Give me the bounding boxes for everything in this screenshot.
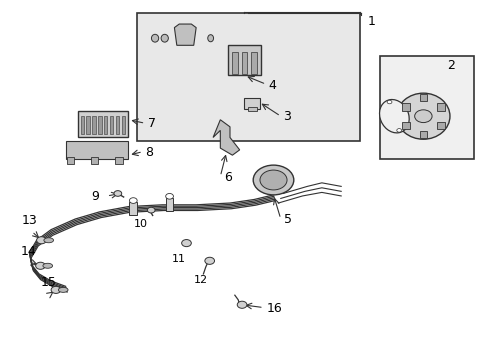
Text: 11: 11 <box>172 255 186 265</box>
Bar <box>104 116 107 134</box>
Circle shape <box>414 110 431 122</box>
Bar <box>241 53 247 74</box>
Bar <box>401 103 409 111</box>
Ellipse shape <box>207 35 213 42</box>
Text: 15: 15 <box>41 276 57 289</box>
Circle shape <box>237 301 246 308</box>
Bar <box>65 141 128 159</box>
Bar <box>91 157 98 164</box>
Bar <box>92 116 96 134</box>
Circle shape <box>204 257 214 264</box>
Bar <box>81 116 84 134</box>
Bar <box>165 198 173 211</box>
Text: 8: 8 <box>145 146 153 159</box>
Circle shape <box>396 129 401 132</box>
Bar <box>401 122 409 129</box>
Text: 16: 16 <box>265 302 282 315</box>
Bar <box>116 116 119 134</box>
Bar <box>110 116 113 134</box>
Circle shape <box>181 239 191 247</box>
Circle shape <box>36 262 45 269</box>
Ellipse shape <box>44 238 53 243</box>
Bar <box>231 53 237 74</box>
Circle shape <box>51 286 61 293</box>
Bar <box>115 157 122 164</box>
Circle shape <box>147 207 155 213</box>
Ellipse shape <box>151 34 159 42</box>
Bar <box>419 94 427 101</box>
Text: 2: 2 <box>447 59 454 72</box>
Text: 9: 9 <box>91 190 99 203</box>
Bar <box>122 116 125 134</box>
Text: 10: 10 <box>133 219 147 229</box>
Bar <box>137 13 359 141</box>
Circle shape <box>386 100 391 104</box>
Bar <box>129 202 137 215</box>
Text: 7: 7 <box>147 117 156 130</box>
Text: 3: 3 <box>283 111 290 123</box>
Bar <box>98 116 102 134</box>
Bar <box>436 122 444 129</box>
Text: 4: 4 <box>268 78 276 91</box>
Text: 1: 1 <box>367 15 375 28</box>
Text: 14: 14 <box>20 245 36 258</box>
Ellipse shape <box>396 93 449 139</box>
Bar <box>86 116 90 134</box>
Bar <box>244 99 260 109</box>
Bar <box>66 157 74 164</box>
Text: 5: 5 <box>284 213 291 226</box>
Circle shape <box>37 237 46 244</box>
Ellipse shape <box>58 287 68 292</box>
Bar <box>78 111 128 138</box>
Circle shape <box>129 198 137 203</box>
Bar <box>419 131 427 138</box>
Bar <box>227 45 261 76</box>
Circle shape <box>260 170 286 190</box>
Ellipse shape <box>161 34 168 42</box>
Bar <box>251 53 257 74</box>
Ellipse shape <box>379 99 408 133</box>
Bar <box>379 56 473 159</box>
Text: 12: 12 <box>194 275 207 285</box>
Bar <box>436 103 444 111</box>
Circle shape <box>165 193 173 199</box>
Circle shape <box>114 191 122 196</box>
Text: 13: 13 <box>21 214 37 227</box>
Text: 6: 6 <box>224 171 232 184</box>
Bar <box>247 107 256 111</box>
Ellipse shape <box>43 263 53 268</box>
Polygon shape <box>213 120 239 155</box>
Circle shape <box>253 165 293 195</box>
Polygon shape <box>174 24 196 45</box>
